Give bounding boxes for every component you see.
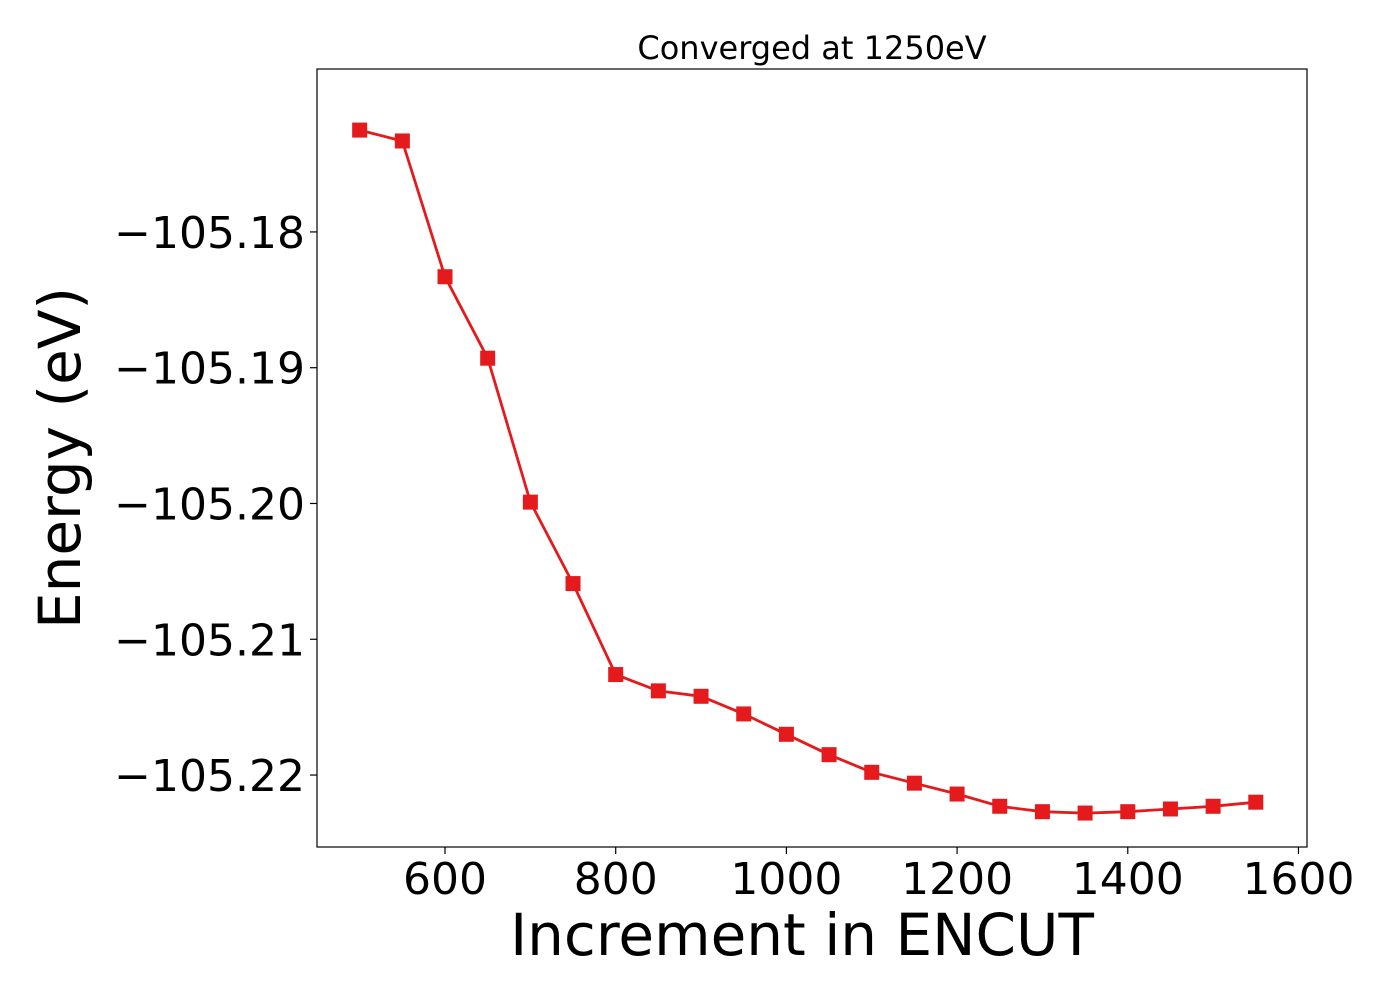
data-point-marker xyxy=(906,775,922,791)
data-point-marker xyxy=(821,747,837,763)
y-tick-label: −105.18 xyxy=(114,208,305,259)
data-point-marker xyxy=(1205,798,1221,814)
data-point-marker xyxy=(736,706,752,722)
x-tick-label: 800 xyxy=(574,854,658,905)
data-point-marker xyxy=(778,726,794,742)
y-tick-label: −105.19 xyxy=(114,344,305,395)
chart-title: Converged at 1250eV xyxy=(637,29,986,67)
plot-area-frame xyxy=(316,68,1308,848)
y-tick-label: −105.22 xyxy=(114,751,305,802)
data-point-marker xyxy=(1120,804,1136,820)
y-tick-label: −105.21 xyxy=(114,615,305,666)
series-layer xyxy=(352,122,1264,821)
data-point-marker xyxy=(864,764,880,780)
x-axis-label: Increment in ENCUT xyxy=(510,901,1094,969)
data-point-marker xyxy=(352,122,368,138)
series-line xyxy=(359,128,1256,815)
y-axis-ticks: −105.18 −105.19 −105.20 −105.21 −105.22 xyxy=(114,208,317,802)
data-point-marker xyxy=(522,494,538,510)
data-point-marker xyxy=(1248,794,1264,810)
x-tick-label: 1000 xyxy=(730,854,842,905)
data-point-marker xyxy=(1034,804,1050,820)
data-point-marker xyxy=(1077,805,1093,821)
data-point-marker xyxy=(1162,801,1178,817)
x-tick-label: 1400 xyxy=(1072,854,1184,905)
x-tick-label: 1200 xyxy=(901,854,1013,905)
x-tick-label: 600 xyxy=(403,854,487,905)
x-tick-label: 1600 xyxy=(1242,854,1354,905)
data-point-marker xyxy=(394,133,410,149)
data-point-marker xyxy=(949,786,965,802)
y-axis-label: Energy (eV) xyxy=(26,287,94,629)
data-point-marker xyxy=(437,269,453,285)
data-point-marker xyxy=(693,688,709,704)
y-tick-label: −105.20 xyxy=(114,479,305,530)
data-point-marker xyxy=(992,798,1008,814)
data-point-marker xyxy=(565,576,581,592)
data-point-marker xyxy=(480,350,496,366)
data-point-marker xyxy=(650,683,666,699)
x-axis-ticks: 600 800 1000 1200 1400 1600 xyxy=(403,847,1354,905)
data-point-marker xyxy=(608,667,624,683)
